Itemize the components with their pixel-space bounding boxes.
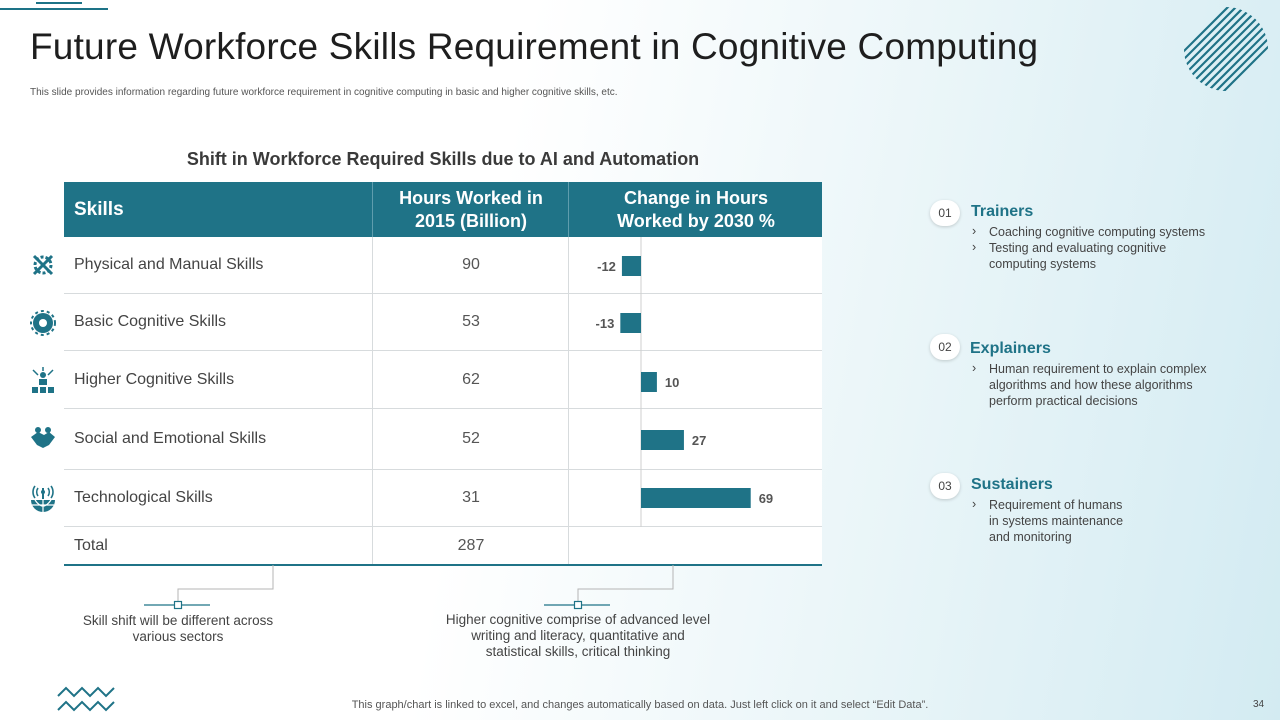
network-people-icon (32, 367, 54, 393)
total-hours: 287 (372, 527, 569, 564)
bar-label-3: 27 (692, 433, 706, 448)
table-header: Skills Hours Worked in 2015 (Billion) Cha… (64, 182, 822, 237)
handshake-icon (31, 427, 55, 448)
bar-label-1: -13 (596, 316, 615, 331)
callout-left-line2: various sectors (132, 629, 224, 644)
section-title-sustainers: Sustainers (971, 476, 1053, 493)
table-row: Physical and Manual Skills 90 (64, 237, 822, 294)
header-change: Change in Hours Worked by 2030 % (568, 182, 823, 237)
top-accent-line (0, 0, 108, 10)
skill-name: Social and Emotional Skills (74, 430, 267, 447)
skill-name: Technological Skills (74, 489, 213, 506)
callout-right-line1: Higher cognitive comprise of advanced le… (445, 612, 711, 627)
skill-name: Physical and Manual Skills (74, 256, 264, 273)
page-number: 34 (1253, 699, 1265, 710)
hours-value: 53 (372, 294, 569, 350)
table-row: Higher Cognitive Skills 62 (64, 351, 822, 409)
callout-right-line2: writing and literacy, quantitative and (471, 628, 685, 643)
bar-2 (641, 372, 657, 392)
sustainers-list: Requirement of humans in systems mainten… (970, 496, 1135, 545)
change-cell (568, 351, 823, 408)
bar-0 (621, 256, 641, 276)
change-bar-chart: -12 -13 10 27 69 (596, 237, 773, 527)
callout-right-connector (544, 565, 674, 610)
bar-label-2: 10 (665, 375, 679, 390)
hours-value: 90 (372, 237, 569, 293)
callout-left-line1: Skill shift will be different across (82, 613, 274, 628)
total-change-cell (568, 527, 823, 564)
slide-subtitle: This slide provides information regardin… (30, 87, 618, 98)
table-row: Basic Cognitive Skills 53 (64, 294, 822, 351)
callout-right-text: Higher cognitive comprise of advanced le… (418, 612, 738, 660)
list-item: Coaching cognitive computing systems (970, 223, 1230, 240)
table-row: Social and Emotional Skills 52 (64, 409, 822, 470)
total-label: Total (74, 536, 108, 554)
gear-tools-icon (32, 254, 54, 276)
header-hours-line2: 2015 (Billion) (414, 210, 528, 231)
number-badge-01: 01 (930, 200, 960, 226)
trainers-list: Coaching cognitive computing systems Tes… (970, 223, 1230, 272)
zigzag-decoration (57, 686, 115, 712)
bar-1 (620, 313, 641, 333)
list-item: Requirement of humans in systems mainten… (970, 496, 1135, 545)
slide-title: Future Workforce Skills Requirement in C… (30, 26, 1039, 67)
header-skills: Skills (74, 198, 124, 220)
change-cell (568, 294, 823, 350)
header-hours-line1: Hours Worked in (399, 187, 543, 208)
hatched-circle-decoration (1184, 7, 1268, 91)
brain-gear-icon (30, 310, 56, 336)
table-total-row: Total 287 (64, 527, 822, 566)
hours-value: 52 (372, 409, 569, 469)
number-badge-02: 02 (930, 334, 960, 360)
hours-value: 31 (372, 470, 569, 526)
globe-antenna-icon (31, 485, 55, 512)
footer-note: This graph/chart is linked to excel, and… (351, 699, 929, 711)
change-cell (568, 237, 823, 293)
bar-3 (641, 430, 684, 450)
list-item: Testing and evaluating cognitive computi… (970, 239, 1189, 272)
list-item: Human requirement to explain complex alg… (970, 360, 1220, 409)
change-cell (568, 470, 823, 526)
section-title-explainers: Explainers (970, 340, 1051, 357)
section-title-trainers: Trainers (971, 203, 1034, 220)
header-change-line2: Worked by 2030 % (617, 210, 775, 231)
explainers-list: Human requirement to explain complex alg… (970, 360, 1220, 409)
callout-right-line3: statistical skills, critical thinking (485, 644, 671, 659)
chart-title: Shift in Workforce Required Skills due t… (186, 149, 700, 169)
callout-left-connector (144, 565, 274, 610)
bar-label-0: -12 (597, 259, 616, 274)
header-change-line1: Change in Hours (623, 187, 768, 208)
hours-value: 62 (372, 351, 569, 408)
number-badge-03: 03 (930, 473, 960, 499)
skill-name: Higher Cognitive Skills (74, 370, 235, 388)
callout-left-text: Skill shift will be different across var… (60, 613, 296, 645)
change-cell (568, 409, 823, 469)
bar-label-4: 69 (759, 491, 773, 506)
bar-4 (641, 488, 751, 508)
header-hours: Hours Worked in 2015 (Billion) (372, 182, 569, 237)
skill-name: Basic Cognitive Skills (74, 313, 227, 330)
